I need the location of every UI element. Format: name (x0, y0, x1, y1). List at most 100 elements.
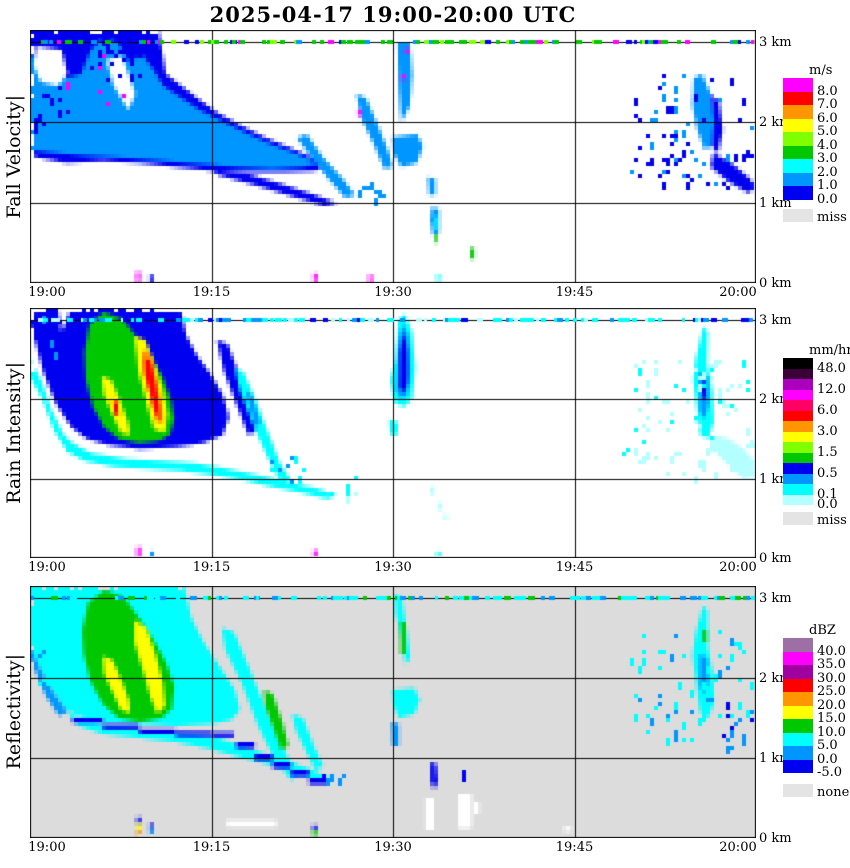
legend-color-band (783, 186, 813, 200)
x-tick-label: 19:00 (28, 840, 66, 855)
legend-color-band (783, 678, 813, 692)
legend-band-label: 3.0 (817, 151, 838, 166)
legend-band-label: 20.0 (817, 697, 846, 713)
x-tick-label: 19:30 (374, 285, 412, 300)
legend-color-band (783, 379, 813, 390)
legend-color-band (783, 159, 813, 173)
legend-band-label: 10.0 (817, 724, 846, 740)
legend-band-label: 8.0 (817, 83, 838, 99)
rain-intensity-heatmap (30, 308, 756, 558)
legend-color-band (783, 692, 813, 706)
legend-band-label: 6.0 (817, 402, 838, 418)
legend-color-band (783, 638, 813, 652)
legend-missing-band (783, 208, 813, 222)
rain-intensity-axis-title: Rain Intensity| (3, 362, 25, 504)
legend-band-label: 3.0 (817, 423, 838, 439)
legend-band-label: 5.0 (817, 124, 838, 139)
legend-color-band (783, 746, 813, 760)
legend-missing-label: none (817, 785, 850, 800)
legend-band-label: 35.0 (817, 657, 846, 672)
legend-unit-label: dBZ (809, 623, 836, 638)
legend-color-band (783, 145, 813, 159)
legend-color-band (783, 442, 813, 453)
x-tick-label: 19:00 (28, 560, 66, 575)
legend-color-band (783, 473, 813, 484)
legend-band-label: 2.0 (817, 164, 838, 180)
legend-band-label: 30.0 (817, 670, 846, 686)
legend-color-band (783, 132, 813, 146)
y-tick-label: 0 km (759, 551, 792, 566)
legend-color-band (783, 358, 813, 369)
x-tick-label: 19:30 (374, 560, 412, 575)
y-tick-label: 3 km (759, 313, 792, 328)
legend-color-band (783, 732, 813, 746)
panel-ylabel-fall-velocity: Fall Velocity| (0, 30, 28, 283)
legend-color-band (783, 389, 813, 400)
legend-color-band (783, 368, 813, 379)
legend-color-band (783, 431, 813, 442)
legend-band-label: 0.0 (817, 751, 838, 767)
legend-band-label: 7.0 (817, 97, 838, 112)
legend-color-band (783, 463, 813, 474)
x-tick-label: 19:30 (374, 840, 412, 855)
legend-color-band (783, 719, 813, 733)
legend-color-band (783, 651, 813, 665)
y-tick-label: 3 km (759, 35, 792, 50)
x-tick-label: 19:15 (192, 285, 231, 300)
x-tick-label: 20:00 (719, 285, 757, 300)
legend-color-band (783, 410, 813, 421)
legend-missing-label: miss (817, 209, 847, 225)
legend-band-label: 15.0 (817, 711, 846, 726)
x-tick-label: 19:45 (555, 560, 594, 575)
y-tick-label: 3 km (759, 591, 792, 606)
legend-unit-label: m/s (809, 63, 833, 78)
figure-title: 2025-04-17 19:00-20:00 UTC (209, 2, 577, 27)
legend-band-label: 5.0 (817, 738, 838, 753)
legend-unit-label: mm/hr (809, 343, 850, 358)
legend-band-label: 0.0 (817, 191, 838, 207)
x-tick-label: 19:15 (192, 840, 231, 855)
legend-band-label: 1.5 (817, 444, 838, 460)
fall-velocity-heatmap (30, 30, 756, 283)
y-tick-label: 0 km (759, 276, 792, 291)
legend-color-band (783, 105, 813, 119)
legend-missing-band (783, 512, 813, 525)
x-tick-label: 19:45 (555, 840, 594, 855)
legend-color-band (783, 172, 813, 186)
legend-band-label: 0.0 (817, 497, 838, 512)
legend-color-band (783, 705, 813, 719)
legend-color-band (783, 78, 813, 92)
legend-missing-band (783, 784, 813, 797)
legend-color-band (783, 118, 813, 132)
legend-band-label: -5.0 (817, 765, 843, 780)
legend-color-band (783, 484, 813, 495)
y-tick-label: 0 km (759, 831, 792, 846)
legend-color-band (783, 452, 813, 463)
reflectivity-heatmap (30, 586, 756, 838)
x-tick-label: 19:45 (555, 285, 594, 300)
x-tick-label: 19:00 (28, 285, 66, 300)
legend-band-label: 0.1 (817, 486, 838, 502)
legend-band-label: 48.0 (817, 360, 846, 376)
legend-band-label: 1.0 (817, 178, 838, 193)
fall-velocity-axis-title: Fall Velocity| (3, 94, 25, 219)
legend-color-band (783, 91, 813, 105)
panel-ylabel-rain-intensity: Rain Intensity| (0, 308, 28, 558)
legend-color-band (783, 421, 813, 432)
legend-color-band (783, 494, 813, 505)
legend-color-band (783, 759, 813, 773)
legend-band-label: 12.0 (817, 381, 846, 397)
legend-band-label: 6.0 (817, 110, 838, 126)
panel-ylabel-reflectivity: Reflectivity| (0, 586, 28, 838)
legend-color-band (783, 400, 813, 411)
legend-band-label: 0.5 (817, 465, 838, 481)
x-tick-label: 19:15 (192, 560, 231, 575)
x-tick-label: 20:00 (719, 840, 757, 855)
legend-band-label: 25.0 (817, 684, 846, 699)
legend-band-label: 4.0 (817, 137, 838, 153)
legend-missing-label: miss (817, 513, 847, 528)
legend-color-band (783, 665, 813, 679)
x-tick-label: 20:00 (719, 560, 757, 575)
reflectivity-axis-title: Reflectivity| (3, 654, 25, 770)
